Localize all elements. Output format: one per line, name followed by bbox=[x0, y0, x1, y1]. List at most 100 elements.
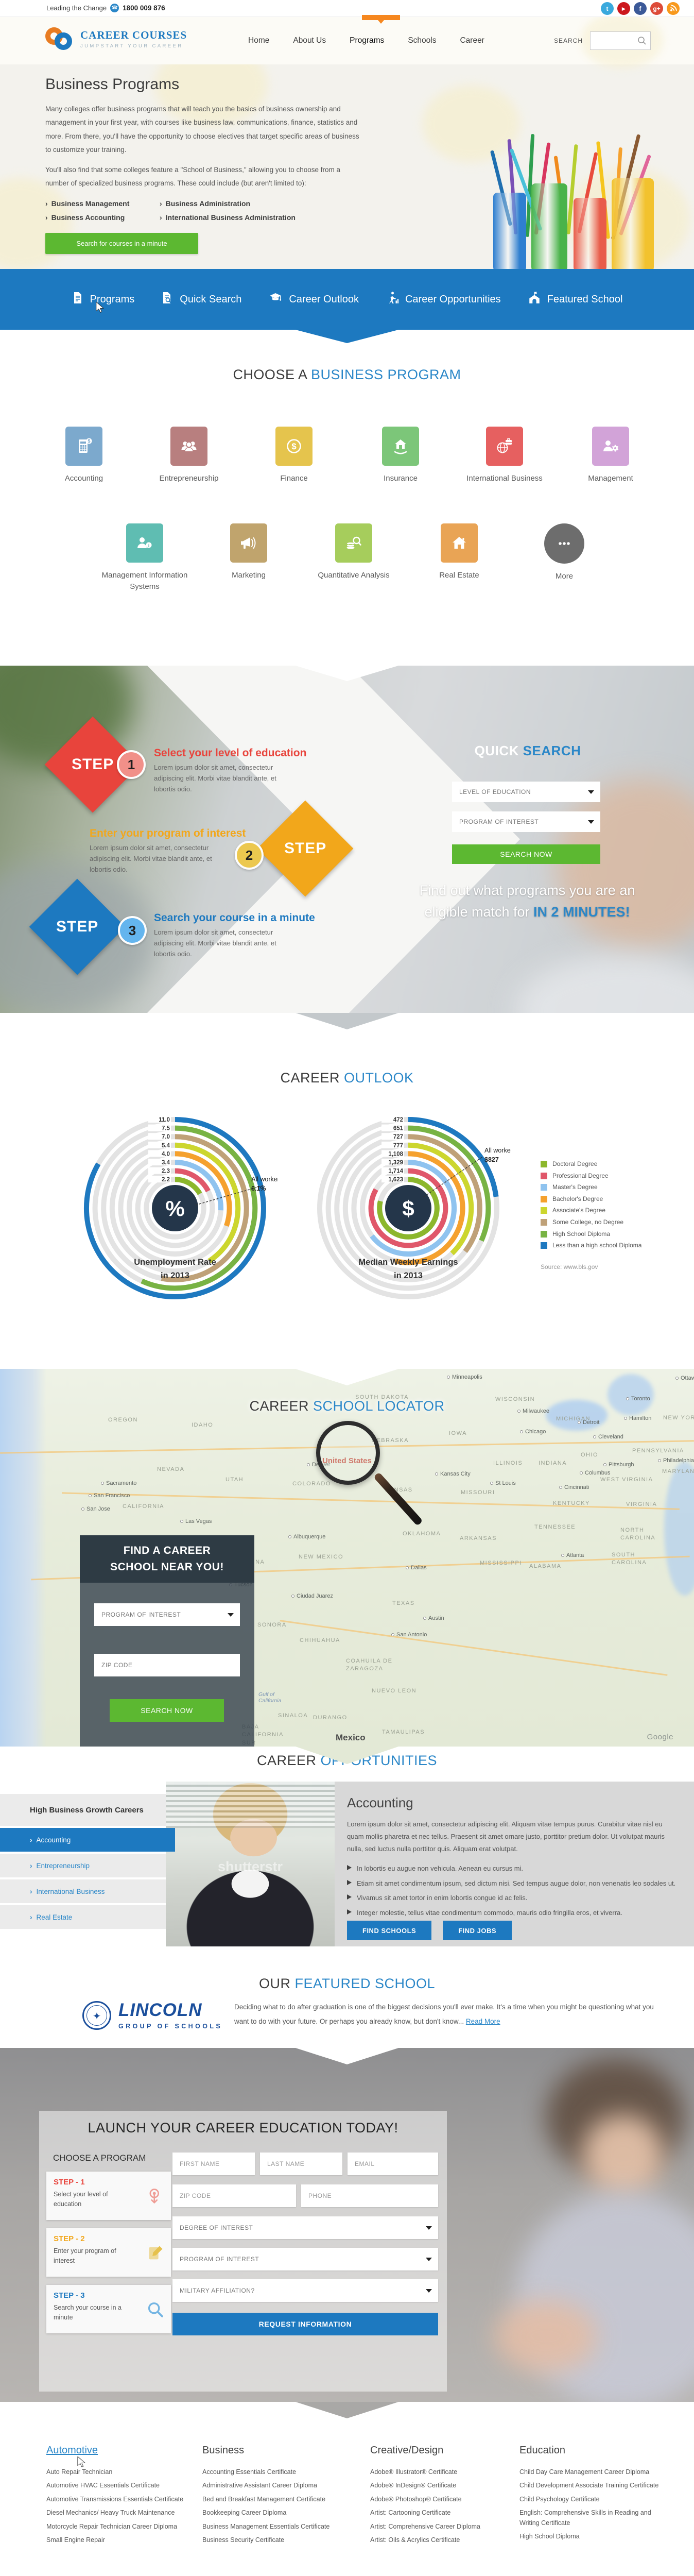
footer-link-artist-comprehensive-career-diploma[interactable]: Artist: Comprehensive Career Diploma bbox=[370, 2522, 480, 2530]
footer-link-adobe-photoshop-certificate[interactable]: Adobe® Photoshop® Certificate bbox=[370, 2495, 462, 2503]
footer-link-artist-cartooning-certificate[interactable]: Artist: Cartooning Certificate bbox=[370, 2509, 451, 2517]
footer-link-child-psychology-certificate[interactable]: Child Psychology Certificate bbox=[519, 2495, 600, 2503]
program-tile-entrepreneurship[interactable]: Entrepreneurship bbox=[144, 427, 234, 484]
nav-item-about-us[interactable]: About Us bbox=[293, 36, 326, 45]
nav-item-programs[interactable]: Programs bbox=[350, 36, 385, 45]
rss-icon[interactable] bbox=[667, 2, 680, 15]
footer-link-automotive-hvac-essentials-certificate[interactable]: Automotive HVAC Essentials Certificate bbox=[46, 2482, 160, 2489]
program-tile-management[interactable]: Management bbox=[565, 427, 656, 484]
quick-search-now-button[interactable]: SEARCH NOW bbox=[452, 844, 600, 864]
svg-text:1,108: 1,108 bbox=[388, 1151, 403, 1157]
map-label-sonora: SONORA bbox=[257, 1622, 287, 1628]
locator-program-select[interactable]: PROGRAM OF INTEREST bbox=[94, 1603, 240, 1626]
footer-link-automotive-transmissions-essentials-certificate[interactable]: Automotive Transmissions Essentials Cert… bbox=[46, 2495, 184, 2503]
footer-heading-business: Business bbox=[202, 2445, 245, 2456]
nav-item-schools[interactable]: Schools bbox=[408, 36, 437, 45]
hero-bullet-international-business-administration[interactable]: International Business Administration bbox=[160, 213, 296, 222]
footer-column-education: Education Child Day Care Management Caree… bbox=[519, 2445, 680, 2549]
program-tile-insurance[interactable]: Insurance bbox=[355, 427, 446, 484]
sidebar-item-accounting[interactable]: Accounting bbox=[0, 1828, 175, 1852]
sidebar-item-international-business[interactable]: International Business bbox=[0, 1879, 166, 1903]
map-label-nevada: NEVADA bbox=[157, 1466, 185, 1472]
hero-bullet-business-administration[interactable]: Business Administration bbox=[160, 199, 296, 208]
military-affiliation-select[interactable]: MILITARY AFFILIATION? bbox=[172, 2279, 438, 2302]
footer-link-accounting-essentials-certificate[interactable]: Accounting Essentials Certificate bbox=[202, 2468, 297, 2476]
section-nav-label: Career Outlook bbox=[289, 293, 359, 305]
footer-link-business-security-certificate[interactable]: Business Security Certificate bbox=[202, 2536, 285, 2544]
bullet-arrow-icon bbox=[347, 1865, 352, 1871]
program-tile-accounting[interactable]: $ Accounting bbox=[39, 427, 129, 484]
legend-label: Doctoral Degree bbox=[552, 1160, 598, 1167]
locator-zip-input[interactable]: ZIP CODE bbox=[94, 1654, 240, 1676]
footer-link-motorcycle-repair-technician-career-diploma[interactable]: Motorcycle Repair Technician Career Dipl… bbox=[46, 2522, 178, 2530]
section-nav-career-opportunities[interactable]: Career Opportunities bbox=[386, 291, 501, 308]
facebook-icon[interactable]: f bbox=[634, 2, 647, 15]
level-of-education-select[interactable]: LEVEL OF EDUCATION bbox=[452, 782, 600, 802]
footer-link-high-school-diploma[interactable]: High School Diploma bbox=[519, 2532, 580, 2540]
footer-heading-automotive[interactable]: Automotive bbox=[46, 2445, 98, 2456]
last-name-field[interactable] bbox=[260, 2153, 342, 2175]
program-tile-quantitative-analysis[interactable]: Quantitative Analysis bbox=[308, 523, 399, 581]
locator-search-button[interactable]: SEARCH NOW bbox=[110, 1699, 224, 1722]
legend-item-high-school-diploma: High School Diploma bbox=[541, 1230, 651, 1239]
map-label-idaho: IDAHO bbox=[192, 1422, 214, 1428]
legend-swatch bbox=[541, 1172, 547, 1179]
section-nav-career-outlook[interactable]: Career Outlook bbox=[268, 292, 359, 307]
footer-link-administrative-assistant-career-diploma[interactable]: Administrative Assistant Career Diploma bbox=[202, 2482, 317, 2489]
read-more-link[interactable]: Read More bbox=[465, 2017, 500, 2025]
search-courses-button[interactable]: Search for courses in a minute bbox=[45, 233, 198, 254]
hero-bullet-business-management[interactable]: Business Management bbox=[45, 199, 160, 208]
lincoln-logo[interactable]: LINCOLN GROUP OF SCHOOLS bbox=[82, 2001, 222, 2030]
find-schools-button[interactable]: FIND SCHOOLS bbox=[347, 1921, 432, 1940]
nav-item-home[interactable]: Home bbox=[248, 36, 270, 45]
program-tile-more[interactable]: More bbox=[519, 523, 610, 582]
footer-link-adobe-illustrator-certificate[interactable]: Adobe® Illustrator® Certificate bbox=[370, 2468, 458, 2476]
phone-field[interactable] bbox=[301, 2184, 438, 2207]
footer-link-bed-and-breakfast-management-certificate[interactable]: Bed and Breakfast Management Certificate bbox=[202, 2495, 326, 2503]
footer-link-bookkeeping-career-diploma[interactable]: Bookkeeping Career Diploma bbox=[202, 2509, 287, 2517]
program-tile-marketing[interactable]: Marketing bbox=[203, 523, 294, 581]
first-name-field[interactable] bbox=[172, 2153, 255, 2175]
request-information-button[interactable]: REQUEST INFORMATION bbox=[172, 2313, 438, 2335]
program-tile-real-estate[interactable]: Real Estate bbox=[414, 523, 505, 581]
twitter-icon[interactable]: t bbox=[601, 2, 614, 15]
locator-top-notch bbox=[296, 1369, 398, 1385]
launch-program-select[interactable]: PROGRAM OF INTEREST bbox=[172, 2248, 438, 2270]
footer-link-business-management-essentials-certificate[interactable]: Business Management Essentials Certifica… bbox=[202, 2522, 330, 2530]
section-nav-quick-search[interactable]: Quick Search bbox=[161, 291, 241, 308]
runner-icon bbox=[386, 291, 399, 308]
googleplus-icon[interactable]: g+ bbox=[650, 2, 663, 15]
search-icon[interactable] bbox=[637, 36, 647, 45]
sidebar-item-entrepreneurship[interactable]: Entrepreneurship bbox=[0, 1854, 166, 1877]
program-tile-finance[interactable]: $ Finance bbox=[249, 427, 339, 484]
youtube-icon[interactable]: ► bbox=[617, 2, 630, 15]
legend-item-bachelor-s-degree: Bachelor's Degree bbox=[541, 1195, 651, 1204]
youtube-icon-glyph: ► bbox=[620, 5, 627, 12]
degree-of-interest-select[interactable]: DEGREE OF INTEREST bbox=[172, 2216, 438, 2239]
footer-link-adobe-indesign-certificate[interactable]: Adobe® InDesign® Certificate bbox=[370, 2482, 457, 2489]
footer-link-diesel-mechanics-heavy-truck-maintenance[interactable]: Diesel Mechanics/ Heavy Truck Maintenanc… bbox=[46, 2509, 175, 2517]
program-tile-international-business[interactable]: International Business bbox=[459, 427, 550, 484]
map-label-nuevo-leon: NUEVO LEON bbox=[372, 1688, 417, 1694]
pencils-image bbox=[463, 129, 694, 269]
hero-bullet-business-accounting[interactable]: Business Accounting bbox=[45, 213, 160, 222]
nav-item-career[interactable]: Career bbox=[460, 36, 484, 45]
footer-link-english-comprehensive-skills-in-reading-and-writing-certificate[interactable]: English: Comprehensive Skills in Reading… bbox=[519, 2509, 651, 2527]
section-nav-featured-school[interactable]: Featured School bbox=[528, 291, 622, 308]
sidebar-item-real-estate[interactable]: Real Estate bbox=[0, 1905, 166, 1929]
footer-link-child-development-associate-training-certificate[interactable]: Child Development Associate Training Cer… bbox=[519, 2482, 659, 2489]
zip-code-field[interactable] bbox=[172, 2184, 296, 2207]
find-jobs-button[interactable]: FIND JOBS bbox=[443, 1921, 512, 1940]
footer-link-child-day-care-management-career-diploma[interactable]: Child Day Care Management Career Diploma bbox=[519, 2468, 650, 2476]
program-tile-management-information-systems[interactable]: i Management Information Systems bbox=[99, 523, 190, 592]
footer-link-small-engine-repair[interactable]: Small Engine Repair bbox=[46, 2536, 105, 2544]
footer-link-auto-repair-technician[interactable]: Auto Repair Technician bbox=[46, 2468, 113, 2476]
logo[interactable]: CAREER COURSES JUMPSTART YOUR CAREER bbox=[45, 24, 187, 53]
search-input[interactable] bbox=[591, 32, 635, 49]
launch-step-card-3: STEP - 3 Search your course in a minute bbox=[46, 2285, 171, 2333]
program-of-interest-select[interactable]: PROGRAM OF INTEREST bbox=[452, 811, 600, 832]
email-field[interactable] bbox=[348, 2153, 438, 2175]
footer-link-artist-oils-acrylics-certificate[interactable]: Artist: Oils & Acrylics Certificate bbox=[370, 2536, 460, 2544]
section-nav-programs[interactable]: Programs bbox=[72, 291, 134, 308]
